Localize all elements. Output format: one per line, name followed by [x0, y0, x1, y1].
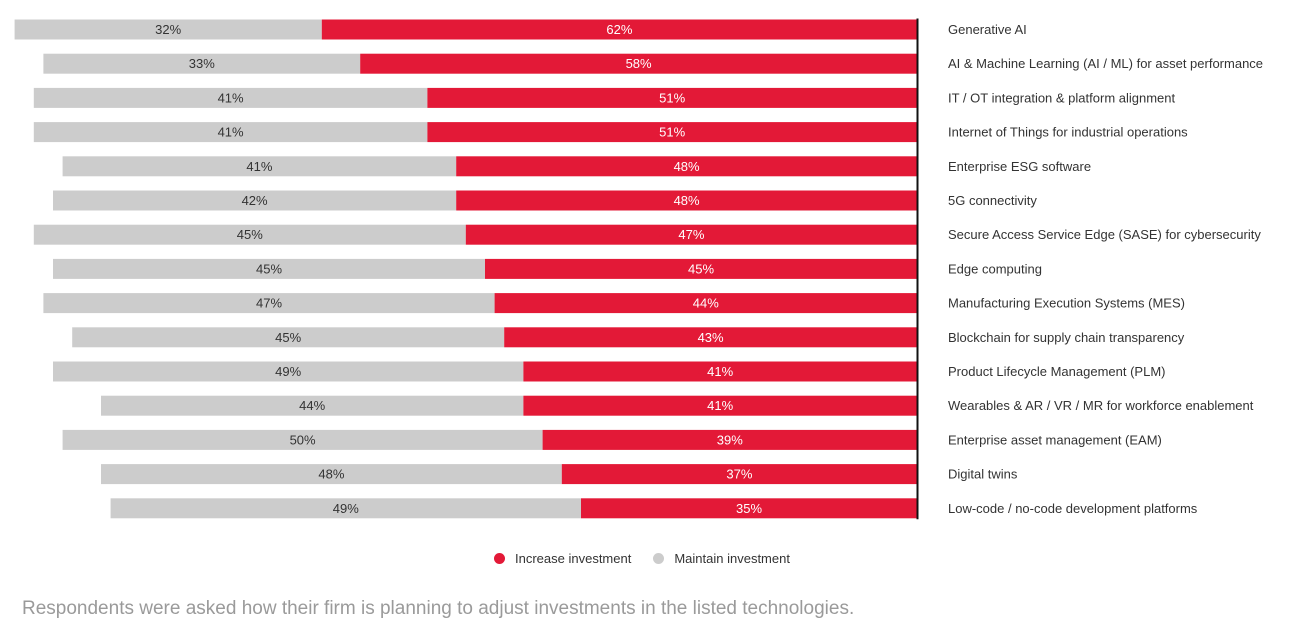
bar-row: 41% 51% Internet of Things for industrial …: [33, 122, 1188, 143]
bar-increase: [494, 293, 917, 314]
category-label: Blockchain for supply chain transparency: [948, 330, 1185, 345]
bar-maintain: [33, 87, 428, 108]
bar-row: 45% 47% Secure Access Service Edge (SASE) …: [33, 224, 1261, 245]
data-label-maintain: 50%: [290, 432, 316, 447]
data-label-maintain: 45%: [275, 330, 301, 345]
legend-item-maintain: Maintain investment: [653, 551, 790, 566]
data-label-maintain: 49%: [275, 364, 301, 379]
data-label-maintain: 47%: [256, 296, 282, 311]
bar-increase: [465, 224, 917, 245]
bar-maintain: [33, 122, 428, 143]
bar-row: 44% 41% Wearables & AR / VR / MR for workf…: [101, 395, 1254, 416]
data-label-maintain: 33%: [189, 56, 215, 71]
bar-increase: [542, 429, 917, 450]
bar-row: 32% 62% Generative AI: [14, 19, 1027, 40]
bar-increase: [360, 53, 917, 74]
category-label: 5G connectivity: [948, 193, 1037, 208]
bar-increase: [427, 87, 917, 108]
bar-row: 45% 45% Edge computing: [53, 258, 1042, 279]
bar-row: 42% 48% 5G connectivity: [53, 190, 1037, 211]
bar-increase: [485, 258, 917, 279]
data-label-increase: 47%: [678, 227, 704, 242]
category-label: AI & Machine Learning (AI / ML) for asse…: [948, 56, 1263, 71]
bar-increase: [561, 464, 917, 485]
data-label-increase: 48%: [674, 193, 700, 208]
data-label-maintain: 44%: [299, 398, 325, 413]
bar-increase: [523, 361, 917, 382]
bar-increase: [456, 190, 917, 211]
legend-item-increase: Increase investment: [494, 551, 631, 566]
bar-row: 47% 44% Manufacturing Execution Systems (M…: [43, 293, 1185, 314]
bar-row: 48% 37% Digital twins: [101, 464, 1018, 485]
data-label-increase: 44%: [693, 296, 719, 311]
bar-increase: [523, 395, 917, 416]
chart-footnote: Respondents were asked how their firm is…: [22, 598, 855, 619]
data-label-maintain: 42%: [242, 193, 268, 208]
bar-row: 33% 58% AI & Machine Learning (AI / ML) fo…: [43, 53, 1263, 74]
bar-row: 41% 48% Enterprise ESG software: [62, 156, 1091, 177]
bar-maintain: [33, 224, 466, 245]
data-label-increase: 41%: [707, 364, 733, 379]
bar-increase: [427, 122, 917, 143]
legend-swatch-maintain: [653, 553, 665, 564]
data-label-increase: 48%: [674, 159, 700, 174]
data-label-increase: 37%: [726, 467, 752, 482]
category-label: Enterprise asset management (EAM): [948, 432, 1162, 447]
legend-label-increase: Increase investment: [515, 551, 632, 566]
data-label-maintain: 45%: [256, 261, 282, 276]
category-label: Product Lifecycle Management (PLM): [948, 364, 1165, 379]
data-label-increase: 43%: [698, 330, 724, 345]
category-label: IT / OT integration & platform alignment: [948, 90, 1176, 105]
bar-increase: [321, 19, 917, 40]
data-label-increase: 45%: [688, 261, 714, 276]
data-label-increase: 58%: [626, 56, 652, 71]
data-label-increase: 39%: [717, 432, 743, 447]
category-label: Low-code / no-code development platforms: [948, 501, 1198, 516]
bar-increase: [504, 327, 917, 348]
bar-maintain: [53, 190, 457, 211]
bar-maintain: [43, 293, 495, 314]
bar-increase: [456, 156, 917, 177]
data-label-increase: 35%: [736, 501, 762, 516]
category-label: Enterprise ESG software: [948, 159, 1091, 174]
data-label-maintain: 41%: [246, 159, 272, 174]
category-label: Wearables & AR / VR / MR for workforce e…: [948, 398, 1254, 413]
bar-row: 45% 43% Blockchain for supply chain transp…: [72, 327, 1185, 348]
data-label-maintain: 41%: [218, 125, 244, 140]
bar-maintain: [53, 258, 485, 279]
data-label-maintain: 41%: [218, 90, 244, 105]
data-label-maintain: 48%: [318, 467, 344, 482]
data-label-maintain: 49%: [333, 501, 359, 516]
category-label: Internet of Things for industrial operat…: [948, 125, 1188, 140]
data-label-maintain: 45%: [237, 227, 263, 242]
bar-increase: [581, 498, 917, 519]
legend-swatch-increase: [494, 553, 505, 564]
bar-maintain: [53, 361, 524, 382]
bar-row: 49% 35% Low-code / no-code development pla…: [110, 498, 1198, 519]
data-label-increase: 51%: [659, 125, 685, 140]
data-label-increase: 41%: [707, 398, 733, 413]
bar-maintain: [101, 464, 562, 485]
bar-maintain: [62, 156, 457, 177]
bar-row: 41% 51% IT / OT integration & platform ali…: [33, 87, 1176, 108]
bar-maintain: [62, 429, 543, 450]
data-label-maintain: 32%: [155, 22, 181, 37]
bar-maintain: [101, 395, 524, 416]
chart-legend: Increase investment Maintain investment: [494, 551, 812, 566]
category-label: Edge computing: [948, 261, 1042, 276]
category-label: Digital twins: [948, 467, 1018, 482]
bar-maintain: [110, 498, 581, 519]
investment-bar-chart: 32% 62% Generative AI 33% 58% AI & Machine Le…: [14, 18, 1263, 520]
bar-maintain: [14, 19, 322, 40]
data-label-increase: 62%: [606, 22, 632, 37]
data-label-increase: 51%: [659, 90, 685, 105]
legend-label-maintain: Maintain investment: [674, 551, 790, 566]
bar-maintain: [72, 327, 505, 348]
bar-maintain: [43, 53, 361, 74]
category-label: Generative AI: [948, 22, 1027, 37]
bar-row: 50% 39% Enterprise asset management (EAM): [62, 429, 1162, 450]
category-label: Manufacturing Execution Systems (MES): [948, 296, 1185, 311]
category-label: Secure Access Service Edge (SASE) for cy…: [948, 227, 1261, 242]
bar-row: 49% 41% Product Lifecycle Management (PLM): [53, 361, 1165, 382]
